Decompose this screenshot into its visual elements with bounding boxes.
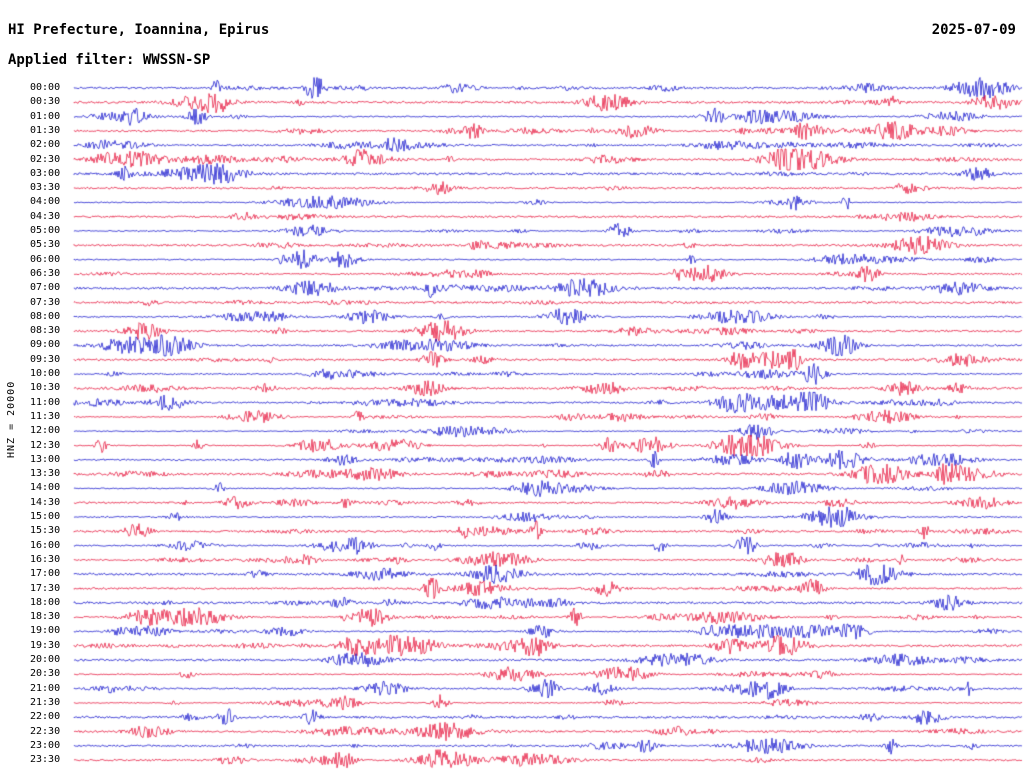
seismogram-page: HI Prefecture, Ioannina, Epirus 2025-07-…	[0, 0, 1024, 780]
seismogram-canvas	[0, 0, 1024, 780]
